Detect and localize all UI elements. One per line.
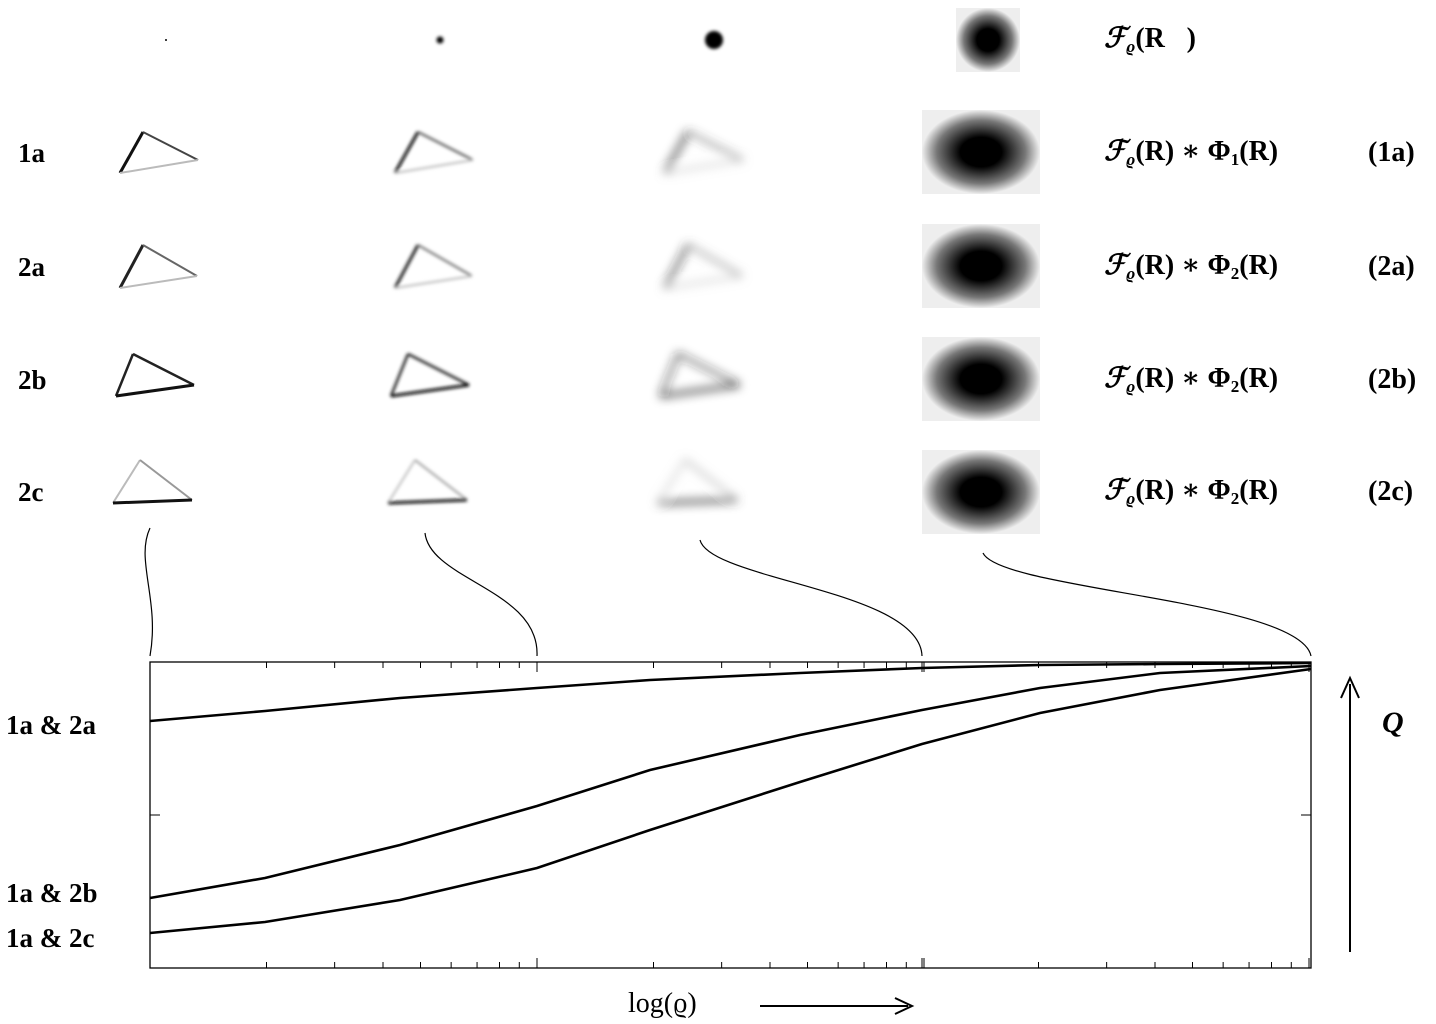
formula: ℱϱ(R) ∗ Φ1(R) — [1104, 138, 1278, 168]
equation-tag: (1a) — [1368, 139, 1415, 167]
curve-label: 1a & 2b — [6, 880, 98, 907]
formula-text: (R⃗) — [1135, 23, 1196, 54]
formula-symbol: ℱ — [1104, 363, 1126, 394]
formula-text: (R) — [1239, 136, 1278, 167]
point-spread — [705, 31, 723, 49]
formula: ℱϱ(R) ∗ Φ2(R) — [1104, 477, 1278, 507]
blurred-blobs — [922, 110, 1040, 534]
formula-text: (R) ∗ Φ — [1135, 136, 1230, 167]
ticks — [150, 662, 1311, 968]
formula-subscript: 2 — [1231, 264, 1240, 283]
formula-subscript: 1 — [1231, 150, 1240, 169]
formula-subscript: ϱ — [1126, 264, 1135, 283]
triangles — [113, 132, 743, 503]
row-label: 1a — [18, 140, 45, 167]
y-axis-label: Q — [1382, 708, 1404, 738]
equation-tag: (2a) — [1368, 253, 1415, 281]
formula-text: (R) — [1239, 250, 1278, 281]
curves — [150, 663, 1311, 933]
row-label: 2b — [18, 367, 47, 394]
plot-frame — [150, 662, 1311, 968]
point-spread — [437, 37, 444, 44]
formula-text: (R) — [1239, 363, 1278, 394]
formula-symbol: ℱ — [1104, 23, 1126, 54]
equation-tag: (2b) — [1368, 366, 1416, 394]
arrows — [760, 678, 1359, 1014]
formula-symbol: ℱ — [1104, 475, 1126, 506]
formula-text: (R) — [1239, 475, 1278, 506]
formula: ℱϱ(R⃗) — [1104, 25, 1196, 55]
connectors — [145, 528, 1311, 656]
row-label: 2a — [18, 254, 45, 281]
formula-subscript: 2 — [1231, 489, 1240, 508]
curve-label: 1a & 2a — [6, 712, 96, 739]
formula-text: (R) ∗ Φ — [1135, 250, 1230, 281]
equation-tag: (2c) — [1368, 478, 1413, 506]
formula-text: (R) ∗ Φ — [1135, 363, 1230, 394]
x-axis-label: log(ϱ) — [628, 990, 697, 1018]
formula-subscript: ϱ — [1126, 37, 1135, 56]
formula-subscript: ϱ — [1126, 377, 1135, 396]
formula-subscript: 2 — [1231, 377, 1240, 396]
formula-symbol: ℱ — [1104, 250, 1126, 281]
point-spread — [165, 39, 167, 41]
page: {"rows": [ {"formula": {"symbol": "ℱ", "… — [0, 0, 1436, 1024]
formula: ℱϱ(R) ∗ Φ2(R) — [1104, 252, 1278, 282]
formula-symbol: ℱ — [1104, 136, 1126, 167]
formula-text: (R) ∗ Φ — [1135, 475, 1230, 506]
curve-label: 1a & 2c — [6, 925, 94, 952]
row-label: 2c — [18, 479, 43, 506]
formula: ℱϱ(R) ∗ Φ2(R) — [1104, 365, 1278, 395]
point-spread — [956, 8, 1020, 72]
formula-subscript: ϱ — [1126, 150, 1135, 169]
formula-subscript: ϱ — [1126, 489, 1135, 508]
